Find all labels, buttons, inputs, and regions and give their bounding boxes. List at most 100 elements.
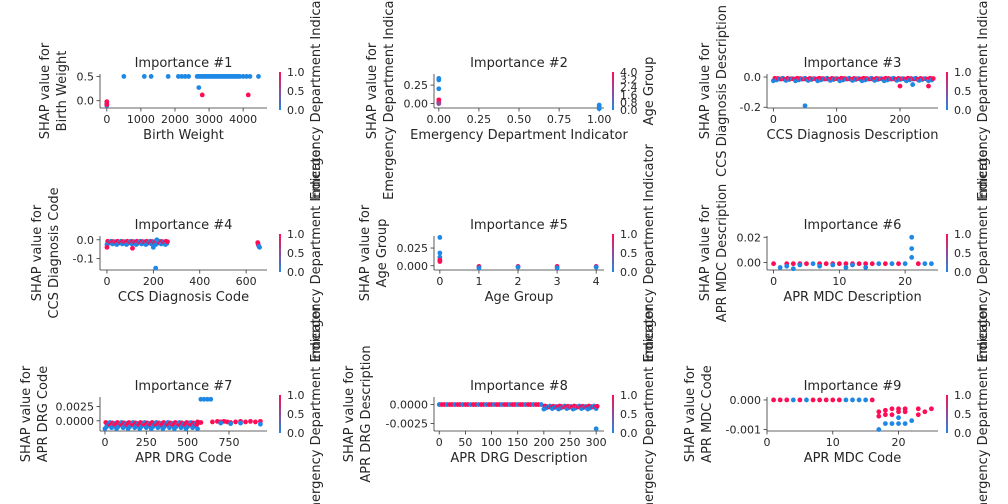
y-axis-label: Age Group <box>375 219 390 288</box>
data-point <box>876 261 882 267</box>
data-point <box>104 244 110 250</box>
x-axis-label: CCS Diagnosis Code <box>118 290 249 305</box>
colorbar-tick-label: 1.6 <box>620 89 638 102</box>
y-axis-label: SHAP value for <box>698 42 713 139</box>
colorbar-tick-label: 0.0 <box>954 266 972 279</box>
data-point <box>148 74 154 79</box>
y-tick-label: 0.00 <box>404 98 429 111</box>
data-point <box>195 426 200 432</box>
data-point <box>869 261 875 267</box>
x-tick-label: 400 <box>189 275 210 288</box>
x-axis-label: APR DRG Code <box>135 451 231 466</box>
x-tick-label: 150 <box>507 436 528 449</box>
data-point <box>850 397 855 403</box>
colorbar-tick-label: 4.0 <box>620 66 638 79</box>
x-tick-label: 0.25 <box>467 113 492 126</box>
data-point <box>141 74 147 79</box>
data-point <box>863 265 869 270</box>
y-axis-label: SHAP value for <box>698 204 713 301</box>
data-point <box>437 235 443 240</box>
data-point <box>248 418 253 424</box>
data-point <box>889 412 895 418</box>
data-point <box>244 74 249 79</box>
y-axis-label: SHAP value for <box>358 204 373 301</box>
data-point <box>802 103 808 109</box>
x-axis-label: APR MDC Code <box>804 451 902 466</box>
y-axis-label: SHAP value for <box>683 365 698 462</box>
data-point <box>208 396 214 402</box>
plot-title: Importance #7 <box>135 379 233 394</box>
x-tick-label: 200 <box>533 436 554 449</box>
colorbar <box>946 72 948 110</box>
colorbar-label: Emergency Department Indicator <box>642 143 657 361</box>
data-point <box>182 74 188 79</box>
data-point <box>186 74 192 79</box>
data-point <box>902 421 908 427</box>
data-point <box>179 74 185 79</box>
x-tick-label: 20 <box>892 436 906 449</box>
y-axis-label: SHAP value for <box>365 42 380 139</box>
colorbar-tick-label: 0.0 <box>287 266 305 279</box>
data-point <box>804 261 809 267</box>
colorbar <box>946 234 948 272</box>
data-point <box>823 397 829 403</box>
x-tick-label: 1 <box>475 275 482 288</box>
colorbar <box>612 234 614 272</box>
data-point <box>896 421 901 427</box>
data-point <box>797 397 803 403</box>
y-axis-label: Birth Weight <box>55 51 70 132</box>
colorbar-tick-label: 0.0 <box>287 427 305 440</box>
x-axis-label: Age Group <box>485 290 554 305</box>
colorbar-tick-label: 1.0 <box>620 228 638 241</box>
data-point <box>843 265 849 270</box>
x-tick-label: 600 <box>236 275 257 288</box>
data-point <box>882 412 888 418</box>
y-axis-label: APR MDC Description <box>715 184 730 322</box>
data-point <box>238 420 243 426</box>
dependence-plot-9: Importance #9 0 10 20 -0.001 0.000 APR MDC Cod… <box>683 304 991 504</box>
y-tick-label: -0.0025 <box>386 417 428 430</box>
data-point <box>594 403 600 409</box>
y-tick-label: 0.25 <box>404 79 429 92</box>
x-tick-label: 200 <box>890 113 911 126</box>
data-point <box>790 397 796 403</box>
data-point <box>199 92 205 98</box>
data-point <box>154 237 160 243</box>
data-point <box>896 409 901 415</box>
y-tick-label: 0.00 <box>737 256 762 269</box>
data-point <box>810 261 816 267</box>
data-point <box>784 397 790 403</box>
plot-title: Importance #8 <box>470 379 568 394</box>
plot-title: Importance #5 <box>470 218 568 233</box>
colorbar-tick-label: 3.2 <box>620 74 638 87</box>
y-tick-label: 0.000 <box>397 260 429 273</box>
data-point <box>930 76 936 81</box>
data-point <box>228 421 234 427</box>
data-point <box>790 261 796 267</box>
x-tick-label: 1.00 <box>587 113 612 126</box>
colorbar-label: Age Group <box>642 57 657 126</box>
data-point <box>245 92 251 98</box>
data-point <box>104 102 110 107</box>
x-tick-label: 0 <box>770 275 777 288</box>
colorbar-tick-label: 0.5 <box>287 247 305 260</box>
x-tick-label: 4 <box>593 275 600 288</box>
colorbar <box>279 234 281 272</box>
data-point <box>237 74 243 79</box>
data-point <box>153 265 159 271</box>
data-point <box>253 419 258 425</box>
data-point <box>198 396 204 402</box>
data-point <box>929 406 934 412</box>
data-point <box>205 396 210 402</box>
data-point <box>817 397 823 403</box>
plot-title: Importance #1 <box>135 56 233 71</box>
y-tick-label: 0.0 <box>77 95 95 108</box>
data-point <box>817 263 823 269</box>
colorbar-tick-label: 0.0 <box>954 104 972 117</box>
colorbar-tick-label: 0.5 <box>620 247 638 260</box>
data-point <box>836 261 842 267</box>
data-point <box>830 262 836 268</box>
data-point <box>476 265 482 271</box>
y-axis-label: APR DRG Description <box>359 345 374 482</box>
x-tick-label: 250 <box>136 436 157 449</box>
